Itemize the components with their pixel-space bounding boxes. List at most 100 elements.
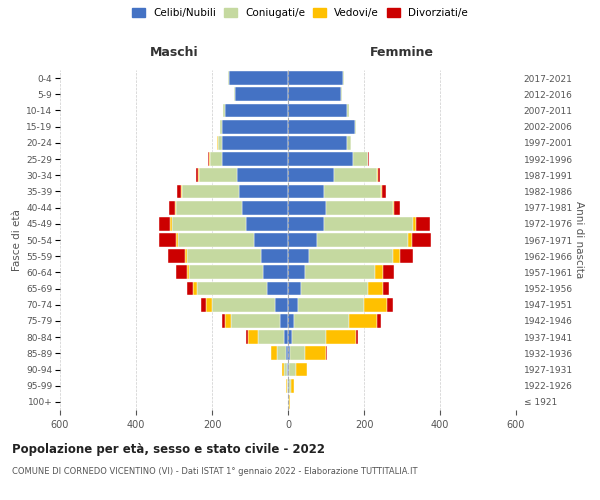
Bar (236, 168, 288, 182)
Bar (288, 168, 334, 182)
Bar (356, 330, 358, 344)
Bar (185, 250, 187, 263)
Bar (394, 200, 400, 214)
Bar (288, 200, 326, 214)
Bar (376, 266, 383, 280)
Bar (288, 104, 347, 118)
Bar (196, 168, 198, 182)
Bar (199, 168, 236, 182)
Bar (220, 120, 221, 134)
Bar (168, 250, 185, 263)
Bar (349, 314, 377, 328)
Bar (288, 346, 290, 360)
Bar (305, 266, 376, 280)
Bar (334, 168, 377, 182)
Bar (288, 88, 341, 101)
Bar (353, 152, 368, 166)
Bar (275, 298, 288, 312)
Bar (324, 217, 413, 230)
Bar (210, 152, 221, 166)
Bar (231, 314, 280, 328)
Bar (326, 200, 392, 214)
Bar (343, 71, 344, 85)
Text: Popolazione per età, sesso e stato civile - 2022: Popolazione per età, sesso e stato civil… (12, 442, 325, 456)
Bar (221, 152, 288, 166)
Bar (387, 298, 392, 312)
Bar (383, 282, 389, 296)
Bar (288, 314, 294, 328)
Bar (317, 233, 408, 247)
Bar (288, 152, 353, 166)
Bar (412, 233, 431, 247)
Bar (257, 330, 284, 344)
Bar (193, 282, 197, 296)
Bar (226, 314, 231, 328)
Bar (324, 184, 381, 198)
Bar (288, 184, 324, 198)
Bar (377, 168, 378, 182)
Bar (177, 184, 181, 198)
Bar (290, 379, 295, 392)
Bar (377, 314, 381, 328)
Bar (223, 104, 226, 118)
Bar (288, 362, 289, 376)
Bar (246, 330, 248, 344)
Bar (368, 152, 370, 166)
Bar (187, 250, 262, 263)
Bar (187, 266, 189, 280)
Bar (170, 217, 172, 230)
Y-axis label: Fasce di età: Fasce di età (12, 209, 22, 271)
Bar (221, 120, 288, 134)
Bar (172, 217, 246, 230)
Bar (246, 217, 288, 230)
Bar (262, 250, 288, 263)
Bar (198, 168, 199, 182)
Bar (288, 120, 355, 134)
Bar (178, 233, 254, 247)
Bar (239, 184, 288, 198)
Bar (235, 88, 288, 101)
Bar (277, 346, 286, 360)
Bar (212, 298, 275, 312)
Bar (229, 71, 288, 85)
Bar (298, 298, 364, 312)
Bar (289, 362, 296, 376)
Bar (326, 346, 327, 360)
Bar (187, 282, 193, 296)
Bar (392, 250, 400, 263)
Text: Maschi: Maschi (149, 46, 199, 59)
Bar (267, 282, 288, 296)
Bar (284, 330, 288, 344)
Bar (378, 168, 380, 182)
Bar (288, 217, 324, 230)
Bar (413, 217, 416, 230)
Bar (288, 298, 298, 312)
Bar (200, 298, 206, 312)
Bar (176, 266, 187, 280)
Bar (347, 104, 349, 118)
Bar (326, 330, 356, 344)
Bar (208, 152, 209, 166)
Bar (176, 200, 242, 214)
Bar (408, 233, 412, 247)
Bar (288, 379, 289, 392)
Bar (368, 282, 383, 296)
Bar (286, 379, 287, 392)
Bar (248, 330, 257, 344)
Bar (284, 362, 287, 376)
Bar (288, 250, 309, 263)
Bar (301, 282, 368, 296)
Bar (176, 233, 178, 247)
Bar (159, 233, 176, 247)
Bar (392, 200, 394, 214)
Bar (292, 330, 326, 344)
Bar (218, 136, 221, 149)
Bar (383, 266, 394, 280)
Bar (288, 282, 301, 296)
Bar (400, 250, 413, 263)
Bar (189, 266, 263, 280)
Bar (289, 395, 290, 409)
Bar (182, 184, 239, 198)
Bar (181, 184, 182, 198)
Bar (288, 266, 305, 280)
